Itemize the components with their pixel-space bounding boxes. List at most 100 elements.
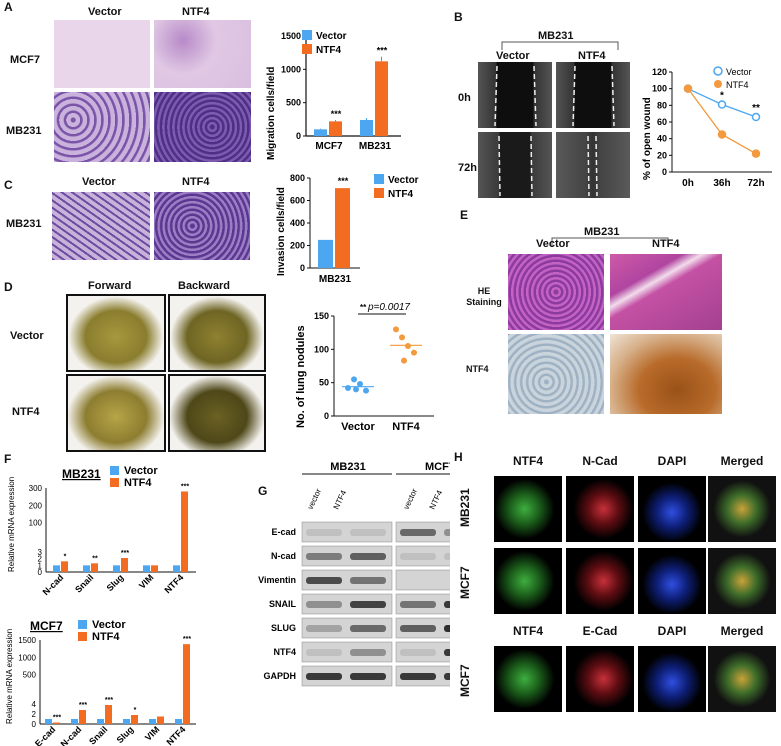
c-sig: *** — [338, 176, 349, 186]
panel-label-c: C — [4, 178, 13, 192]
d-point-Vector — [353, 386, 359, 393]
panel-label-e: E — [460, 208, 469, 222]
f-mb231-ylabel: Relative mRNA expression — [7, 477, 16, 572]
d-point-NTF4 — [411, 349, 417, 356]
d-xtick-label: NTF4 — [392, 421, 420, 433]
c-bar-NTF4 — [335, 188, 350, 268]
f-mcf7-bar-NTF4-Vector — [175, 719, 182, 724]
g-band — [400, 649, 436, 656]
g-row-label: GAPDH — [263, 671, 296, 681]
b-row-0h: 0h — [458, 92, 471, 104]
g-lane-label: vector — [306, 487, 324, 511]
a-xtick-label: MCF7 — [315, 141, 343, 152]
f-mcf7-xtick-label: NTF4 — [164, 724, 187, 746]
b-ytick-label: 120 — [652, 67, 667, 77]
d-pvalue: p=0.0017 — [367, 302, 410, 313]
g-band — [444, 673, 450, 680]
h-image-r1-c0 — [494, 548, 562, 614]
f-mb231-bar-NTF4-NTF4 — [181, 491, 188, 572]
a-col-vector: Vector — [88, 6, 122, 18]
c-ytick-label: 800 — [290, 173, 305, 183]
a-legend-vector-swatch — [302, 30, 312, 40]
panel-label-g: G — [258, 484, 268, 498]
b-ytick-label: 0 — [662, 167, 667, 177]
a-xtick-label: MB231 — [359, 141, 392, 152]
c-xtick-label: MB231 — [319, 274, 352, 285]
d-point-Vector — [357, 381, 363, 387]
f-mcf7-xtick-label: Slug — [115, 724, 136, 745]
f-mcf7-sig: * — [134, 707, 137, 714]
f-mcf7-xtick-label: Snail — [87, 724, 109, 746]
h-col-label-top-N-Cad: N-Cad — [582, 454, 618, 468]
b-sig: * — [720, 91, 724, 102]
f-mb231-sig: ** — [92, 555, 98, 562]
g-blot-box-mb231 — [301, 665, 393, 687]
g-lane-label: NTF4 — [428, 488, 445, 510]
f-mb231-legend-ntf4: NTF4 — [124, 477, 152, 489]
g-band — [400, 625, 436, 632]
h-col-label-bottom-E-Cad: E-Cad — [582, 624, 618, 638]
g-group-mb231: MB231 — [330, 461, 365, 473]
g-band — [444, 553, 450, 560]
a-sig: *** — [331, 109, 342, 119]
b-col-vector: Vector — [496, 50, 530, 62]
b-point-Vector — [717, 100, 727, 109]
g-band — [350, 529, 386, 536]
h-image-r0-c0 — [494, 476, 562, 542]
g-band — [306, 553, 342, 560]
f-mcf7-ytick-label: 0 — [32, 720, 37, 729]
e-row-he: HE Staining — [466, 286, 502, 307]
f-mcf7-bar-N-cad-NTF4 — [79, 710, 86, 724]
b-sig: ** — [752, 103, 760, 114]
g-row-label: NTF4 — [274, 647, 297, 657]
c-legend-ntf4-swatch — [374, 188, 384, 198]
f-mb231-ytick-label: 300 — [29, 484, 43, 493]
h-col-label-bottom-DAPI: DAPI — [657, 624, 687, 638]
f-mcf7-xtick-label: E-cad — [33, 724, 57, 746]
g-blot-box-mcf7 — [395, 569, 450, 591]
f-mb231-ytick-label: 1 — [38, 561, 43, 570]
a-bar-MB231-Vector — [360, 120, 373, 136]
f-mcf7-sig: *** — [183, 636, 191, 643]
g-band — [350, 673, 386, 680]
a-row-mcf7: MCF7 — [10, 54, 40, 66]
c-legend-ntf4: NTF4 — [388, 189, 413, 200]
panel-label-b: B — [454, 10, 463, 24]
g-band — [306, 625, 342, 632]
f-mb231-ytick-label: 0 — [38, 568, 43, 577]
b-row-72h: 72h — [458, 162, 477, 174]
f-mb231-ytick-label: 100 — [29, 519, 43, 528]
h-row-label-1: MCF7 — [458, 566, 472, 599]
f-mb231-xtick-label: Slug — [105, 572, 126, 593]
e-row-ntf4: NTF4 — [466, 364, 489, 374]
f-mb231-legend-vector: Vector — [124, 465, 158, 477]
b-ytick-label: 20 — [657, 150, 667, 160]
f-mcf7-ytick-label: 1000 — [18, 653, 36, 662]
b-72h-vector-image — [478, 132, 552, 198]
c-bar-Vector — [318, 239, 333, 268]
b-point-Vector — [751, 112, 761, 122]
f-mb231-xtick-label: N-cad — [41, 572, 66, 597]
c-legend-vector: Vector — [388, 175, 419, 186]
b-point-NTF4 — [751, 149, 761, 158]
f-mb231-bar-NTF4-Vector — [173, 565, 180, 572]
a-ytick-label: 500 — [286, 98, 301, 108]
h-image-r1-c2 — [638, 548, 706, 614]
h-if-grid: NTF4 N-Cad DAPI Merged NTF4 E-Cad DAPI Merged MB… — [458, 454, 780, 746]
g-band — [306, 601, 342, 608]
g-band — [400, 673, 436, 680]
f-mcf7-bar-Snail-NTF4 — [105, 705, 112, 724]
g-blot-box-mb231 — [301, 641, 393, 663]
h-image-r1-c3 — [708, 548, 776, 614]
f-mcf7-legend-ntf4-swatch — [78, 632, 87, 641]
a-ytick-label: 1000 — [281, 64, 301, 74]
g-blot-box-mcf7 — [395, 641, 450, 663]
c-row-mb231: MB231 — [6, 218, 42, 230]
f-mb231-sig: *** — [181, 483, 189, 490]
c-ytick-label: 0 — [300, 263, 305, 273]
d-point-Vector — [351, 376, 357, 383]
a-mcf7-ntf4-image — [154, 20, 251, 88]
panel-label-a: A — [4, 0, 13, 14]
f-mcf7-bar-VIM-Vector — [149, 719, 156, 724]
b-ytick-label: 60 — [657, 117, 667, 127]
